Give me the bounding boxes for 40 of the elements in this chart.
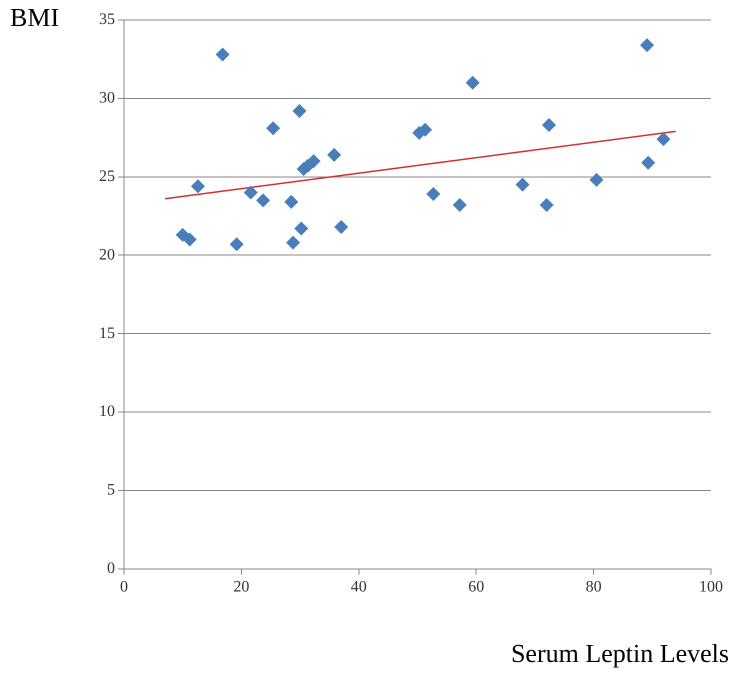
point [540, 198, 554, 212]
point [590, 172, 604, 187]
y-tick-label: 35 [99, 11, 115, 28]
point [294, 222, 308, 236]
y-tick-label: 5 [107, 482, 115, 499]
point [516, 178, 530, 192]
x-tick-label: 20 [233, 578, 250, 596]
y-tick-label: 10 [99, 403, 115, 420]
point [641, 156, 656, 170]
point [244, 185, 258, 200]
point [334, 220, 348, 234]
point [452, 198, 467, 212]
x-tick-label: 60 [468, 578, 484, 596]
x-tick-label: 80 [586, 578, 602, 596]
x-axis-title: Serum Leptin Levels [510, 638, 729, 668]
point [190, 179, 205, 194]
x-tick-label: 0 [120, 578, 128, 596]
point [284, 194, 298, 209]
point [230, 237, 244, 252]
point [426, 187, 440, 202]
point [327, 148, 342, 162]
point [216, 47, 230, 62]
y-tick-label: 0 [107, 560, 115, 578]
point [266, 121, 280, 136]
y-tick-label: 30 [99, 90, 115, 107]
y-axis-title: BMI [10, 2, 60, 32]
x-tick-label: 40 [350, 578, 367, 596]
y-tick-label: 25 [99, 168, 115, 186]
point [286, 236, 300, 250]
x-tick-label: 100 [699, 578, 723, 596]
point [640, 38, 654, 52]
point [182, 232, 197, 247]
point [306, 154, 321, 168]
point [466, 76, 480, 90]
point [542, 118, 556, 132]
y-tick-label: 15 [99, 324, 115, 342]
point [292, 104, 307, 118]
point [656, 132, 670, 146]
point [256, 193, 270, 208]
y-tick-label: 20 [99, 246, 115, 264]
